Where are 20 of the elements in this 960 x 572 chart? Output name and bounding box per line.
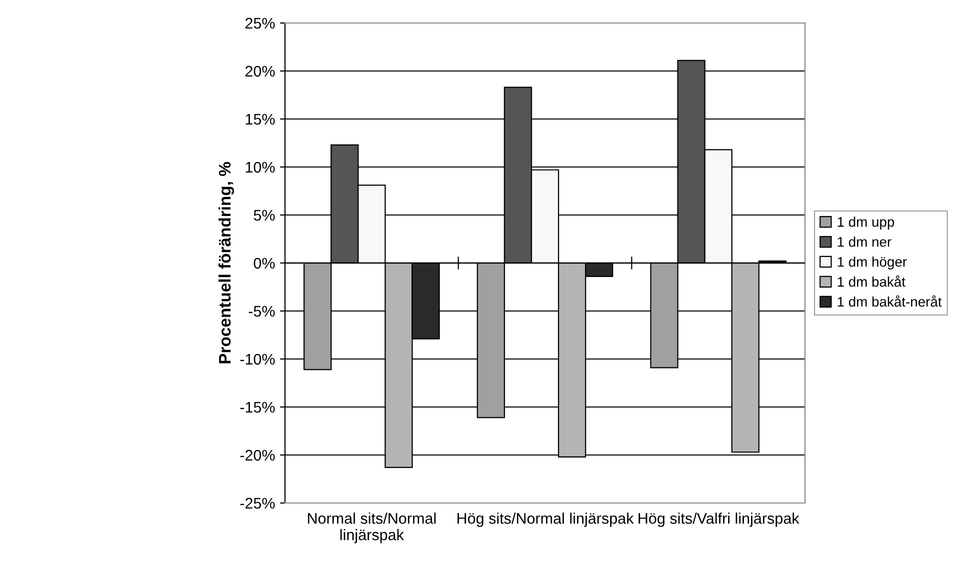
y-tick-label: 5%: [254, 210, 275, 221]
y-tick-label: 10%: [246, 162, 275, 173]
y-tick-label: -20%: [240, 450, 275, 461]
y-tick-label: -10%: [240, 354, 275, 365]
y-tick-label: 25%: [245, 18, 275, 29]
y-tick-label: 0%: [254, 258, 275, 269]
y-tick-label: -25%: [240, 498, 275, 509]
y-tick-label: 20%: [245, 66, 275, 77]
x-tick-label: Hög sits/Valfri linjärspak: [638, 512, 800, 527]
y-axis-title: Procentuell förändring, %: [218, 162, 234, 364]
y-tick-label: -15%: [240, 402, 275, 413]
y-tick-label: 15%: [246, 114, 275, 125]
y-tick-label: -5%: [248, 306, 275, 317]
legend-label: 1 dm ner: [838, 236, 892, 247]
legend-label: 1 dm höger: [838, 256, 907, 270]
x-tick-label: Hög sits/Normal linjärspak: [458, 512, 634, 527]
x-tick-label: Normal sits/Normal linjärspak: [308, 512, 436, 544]
legend-label: 1 dm bakåt: [838, 275, 906, 287]
legend-label: 1 dm upp: [838, 216, 894, 230]
legend-label: 1 dm bakåt-neråt: [838, 295, 942, 307]
